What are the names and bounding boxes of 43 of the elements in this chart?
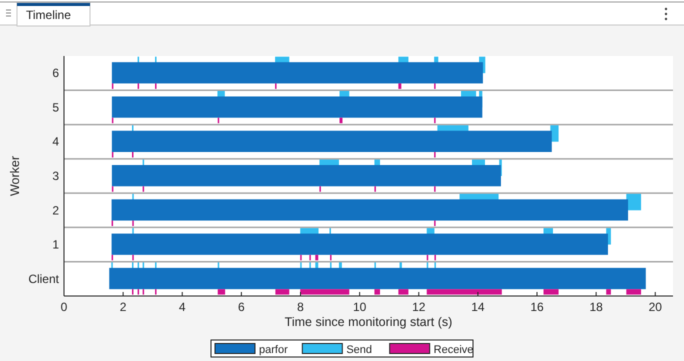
- bar: [112, 62, 483, 84]
- bar: [626, 194, 642, 210]
- x-tick-label: 0: [60, 300, 68, 314]
- y-tick-label: 4: [52, 134, 60, 149]
- x-tick-label: 8: [297, 300, 304, 314]
- bar: [112, 234, 608, 255]
- bar: [112, 96, 482, 118]
- x-tick-label: 14: [471, 300, 485, 314]
- bar: [426, 289, 502, 295]
- y-tick-label: 3: [52, 169, 60, 183]
- x-tick-label: 20: [648, 300, 662, 314]
- bar: [275, 289, 290, 295]
- bar: [398, 83, 402, 89]
- x-tick-label: 10: [352, 300, 367, 314]
- legend-label: Receive: [434, 344, 474, 356]
- y-tick-label: Client: [28, 272, 60, 286]
- bar: [606, 289, 611, 295]
- y-tick-label: 6: [52, 66, 60, 80]
- x-tick-label: 4: [178, 300, 186, 314]
- y-tick-label: 1: [52, 238, 60, 252]
- x-tick-label: 12: [412, 300, 426, 314]
- y-tick-label: 2: [52, 203, 60, 218]
- bar: [112, 199, 628, 221]
- x-axis-title: Time since monitoring start (s): [284, 315, 452, 329]
- bar: [544, 289, 559, 295]
- x-tick-label: 2: [120, 300, 127, 314]
- legend-label: parfor: [259, 344, 288, 356]
- bar: [374, 289, 380, 295]
- bar: [112, 130, 552, 152]
- x-tick-label: 18: [589, 300, 604, 314]
- bar: [340, 118, 342, 124]
- bar: [112, 165, 501, 186]
- x-tick-label: 16: [530, 300, 544, 314]
- chart-title: Timeline: [26, 8, 72, 22]
- x-tick-label: 6: [238, 300, 246, 314]
- legend-label: Send: [346, 344, 372, 356]
- y-tick-label: 5: [52, 100, 60, 114]
- bar: [109, 268, 646, 290]
- bar: [626, 289, 642, 295]
- bar: [300, 289, 350, 295]
- bar: [218, 289, 226, 295]
- bar: [398, 289, 408, 295]
- y-axis-title: Worker: [8, 156, 22, 196]
